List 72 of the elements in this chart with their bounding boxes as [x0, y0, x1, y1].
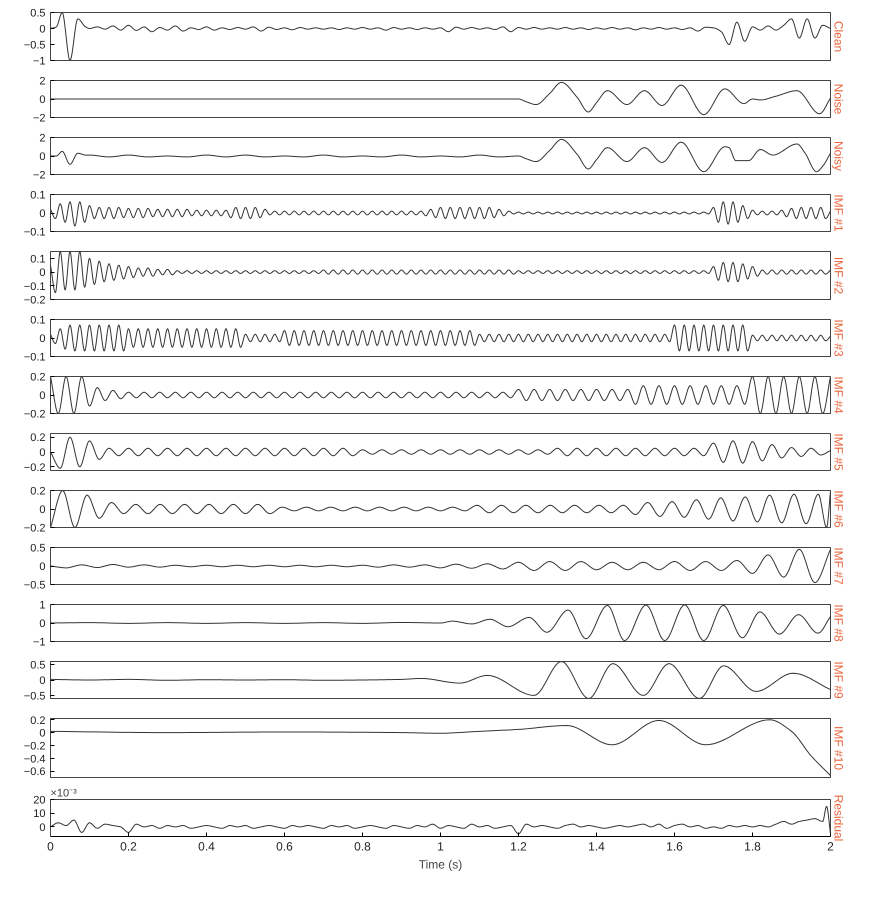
- text: IMF #7: [832, 547, 846, 585]
- y-tick-label: 0.2: [30, 486, 46, 498]
- text: ×10⁻³: [50, 788, 78, 800]
- y-tick-label: 1: [39, 600, 46, 612]
- y-tick-label: 0: [39, 822, 46, 834]
- y-tick-label: −0.1: [24, 226, 46, 238]
- y-tick-label: −0.2: [24, 294, 46, 306]
- y-tick-label: −0.5: [24, 40, 46, 52]
- y-tick-label: −2: [32, 112, 46, 124]
- text: IMF #10: [832, 726, 846, 770]
- y-tick-label: −2: [32, 170, 46, 182]
- y-tick-label: 0.5: [30, 660, 46, 672]
- y-tick-label: 0.1: [30, 190, 46, 202]
- y-tick-label: −0.5: [24, 580, 46, 592]
- y-tick-label: 0.5: [30, 542, 46, 554]
- text: IMF #9: [832, 661, 846, 699]
- text: IMF #4: [832, 376, 846, 414]
- x-tick-label: 1.4: [588, 840, 606, 854]
- y-tick-label: 20: [33, 794, 46, 806]
- y-tick-label: 0: [39, 267, 46, 280]
- y-tick-label: 0: [39, 94, 46, 106]
- y-tick-label: 0: [39, 24, 46, 36]
- y-tick-label: −1: [32, 636, 46, 648]
- y-tick-label: 10: [33, 808, 46, 820]
- y-tick-label: 2: [39, 132, 46, 144]
- text: Noise: [832, 84, 846, 115]
- y-tick-label: −0.6: [24, 766, 46, 778]
- text: Clean: [832, 20, 846, 52]
- y-tick-label: 0.2: [30, 714, 46, 727]
- y-tick-label: 0: [39, 561, 46, 573]
- y-tick-label: −0.2: [24, 462, 46, 474]
- x-tick-label: 1.8: [744, 840, 762, 854]
- text: IMF #5: [832, 433, 846, 471]
- y-tick-label: 0.1: [30, 253, 46, 266]
- y-tick-label: 2: [39, 76, 46, 88]
- y-tick-label: 0: [39, 618, 46, 630]
- text: IMF #8: [832, 604, 846, 642]
- text: IMF #3: [832, 319, 846, 357]
- y-tick-label: 0: [39, 390, 46, 402]
- y-tick-label: −0.2: [24, 522, 46, 534]
- x-tick-label: 2: [827, 840, 834, 854]
- y-tick-label: 0: [39, 151, 46, 163]
- y-tick-label: 0.2: [30, 432, 46, 444]
- y-tick-label: 0: [39, 504, 46, 516]
- x-tick-label: 1.6: [666, 840, 684, 854]
- y-tick-label: −0.2: [24, 740, 46, 752]
- y-tick-label: 0: [39, 447, 46, 459]
- y-tick-label: 0: [39, 333, 46, 345]
- text: IMF #1: [832, 194, 846, 232]
- y-tick-label: 0.5: [30, 8, 46, 20]
- y-tick-label: −0.1: [24, 352, 46, 364]
- x-axis-title: Time (s): [418, 858, 462, 872]
- y-tick-label: −0.2: [24, 408, 46, 420]
- x-tick-label: 1.2: [510, 840, 528, 854]
- y-tick-label: 0.1: [30, 314, 46, 326]
- y-tick-label: 0: [39, 728, 46, 740]
- y-tick-label: 0: [39, 208, 46, 220]
- text: Noisy: [832, 140, 846, 172]
- y-tick-label: −0.1: [24, 280, 46, 293]
- y-tick-label: −0.5: [24, 690, 46, 702]
- x-tick-label: 0.8: [354, 840, 372, 854]
- x-tick-label: 0.2: [120, 840, 138, 854]
- y-tick-label: 0.2: [30, 372, 46, 384]
- text: IMF #6: [832, 490, 846, 528]
- text: Residual: [832, 794, 846, 842]
- x-tick-label: 1: [437, 840, 444, 854]
- text: IMF #2: [832, 256, 846, 294]
- x-tick-label: 0.4: [198, 840, 216, 854]
- y-tick-label: 0: [39, 675, 46, 687]
- y-tick-label: −1: [32, 56, 46, 68]
- x-tick-label: 0.6: [276, 840, 294, 854]
- y-tick-label: −0.4: [24, 753, 46, 766]
